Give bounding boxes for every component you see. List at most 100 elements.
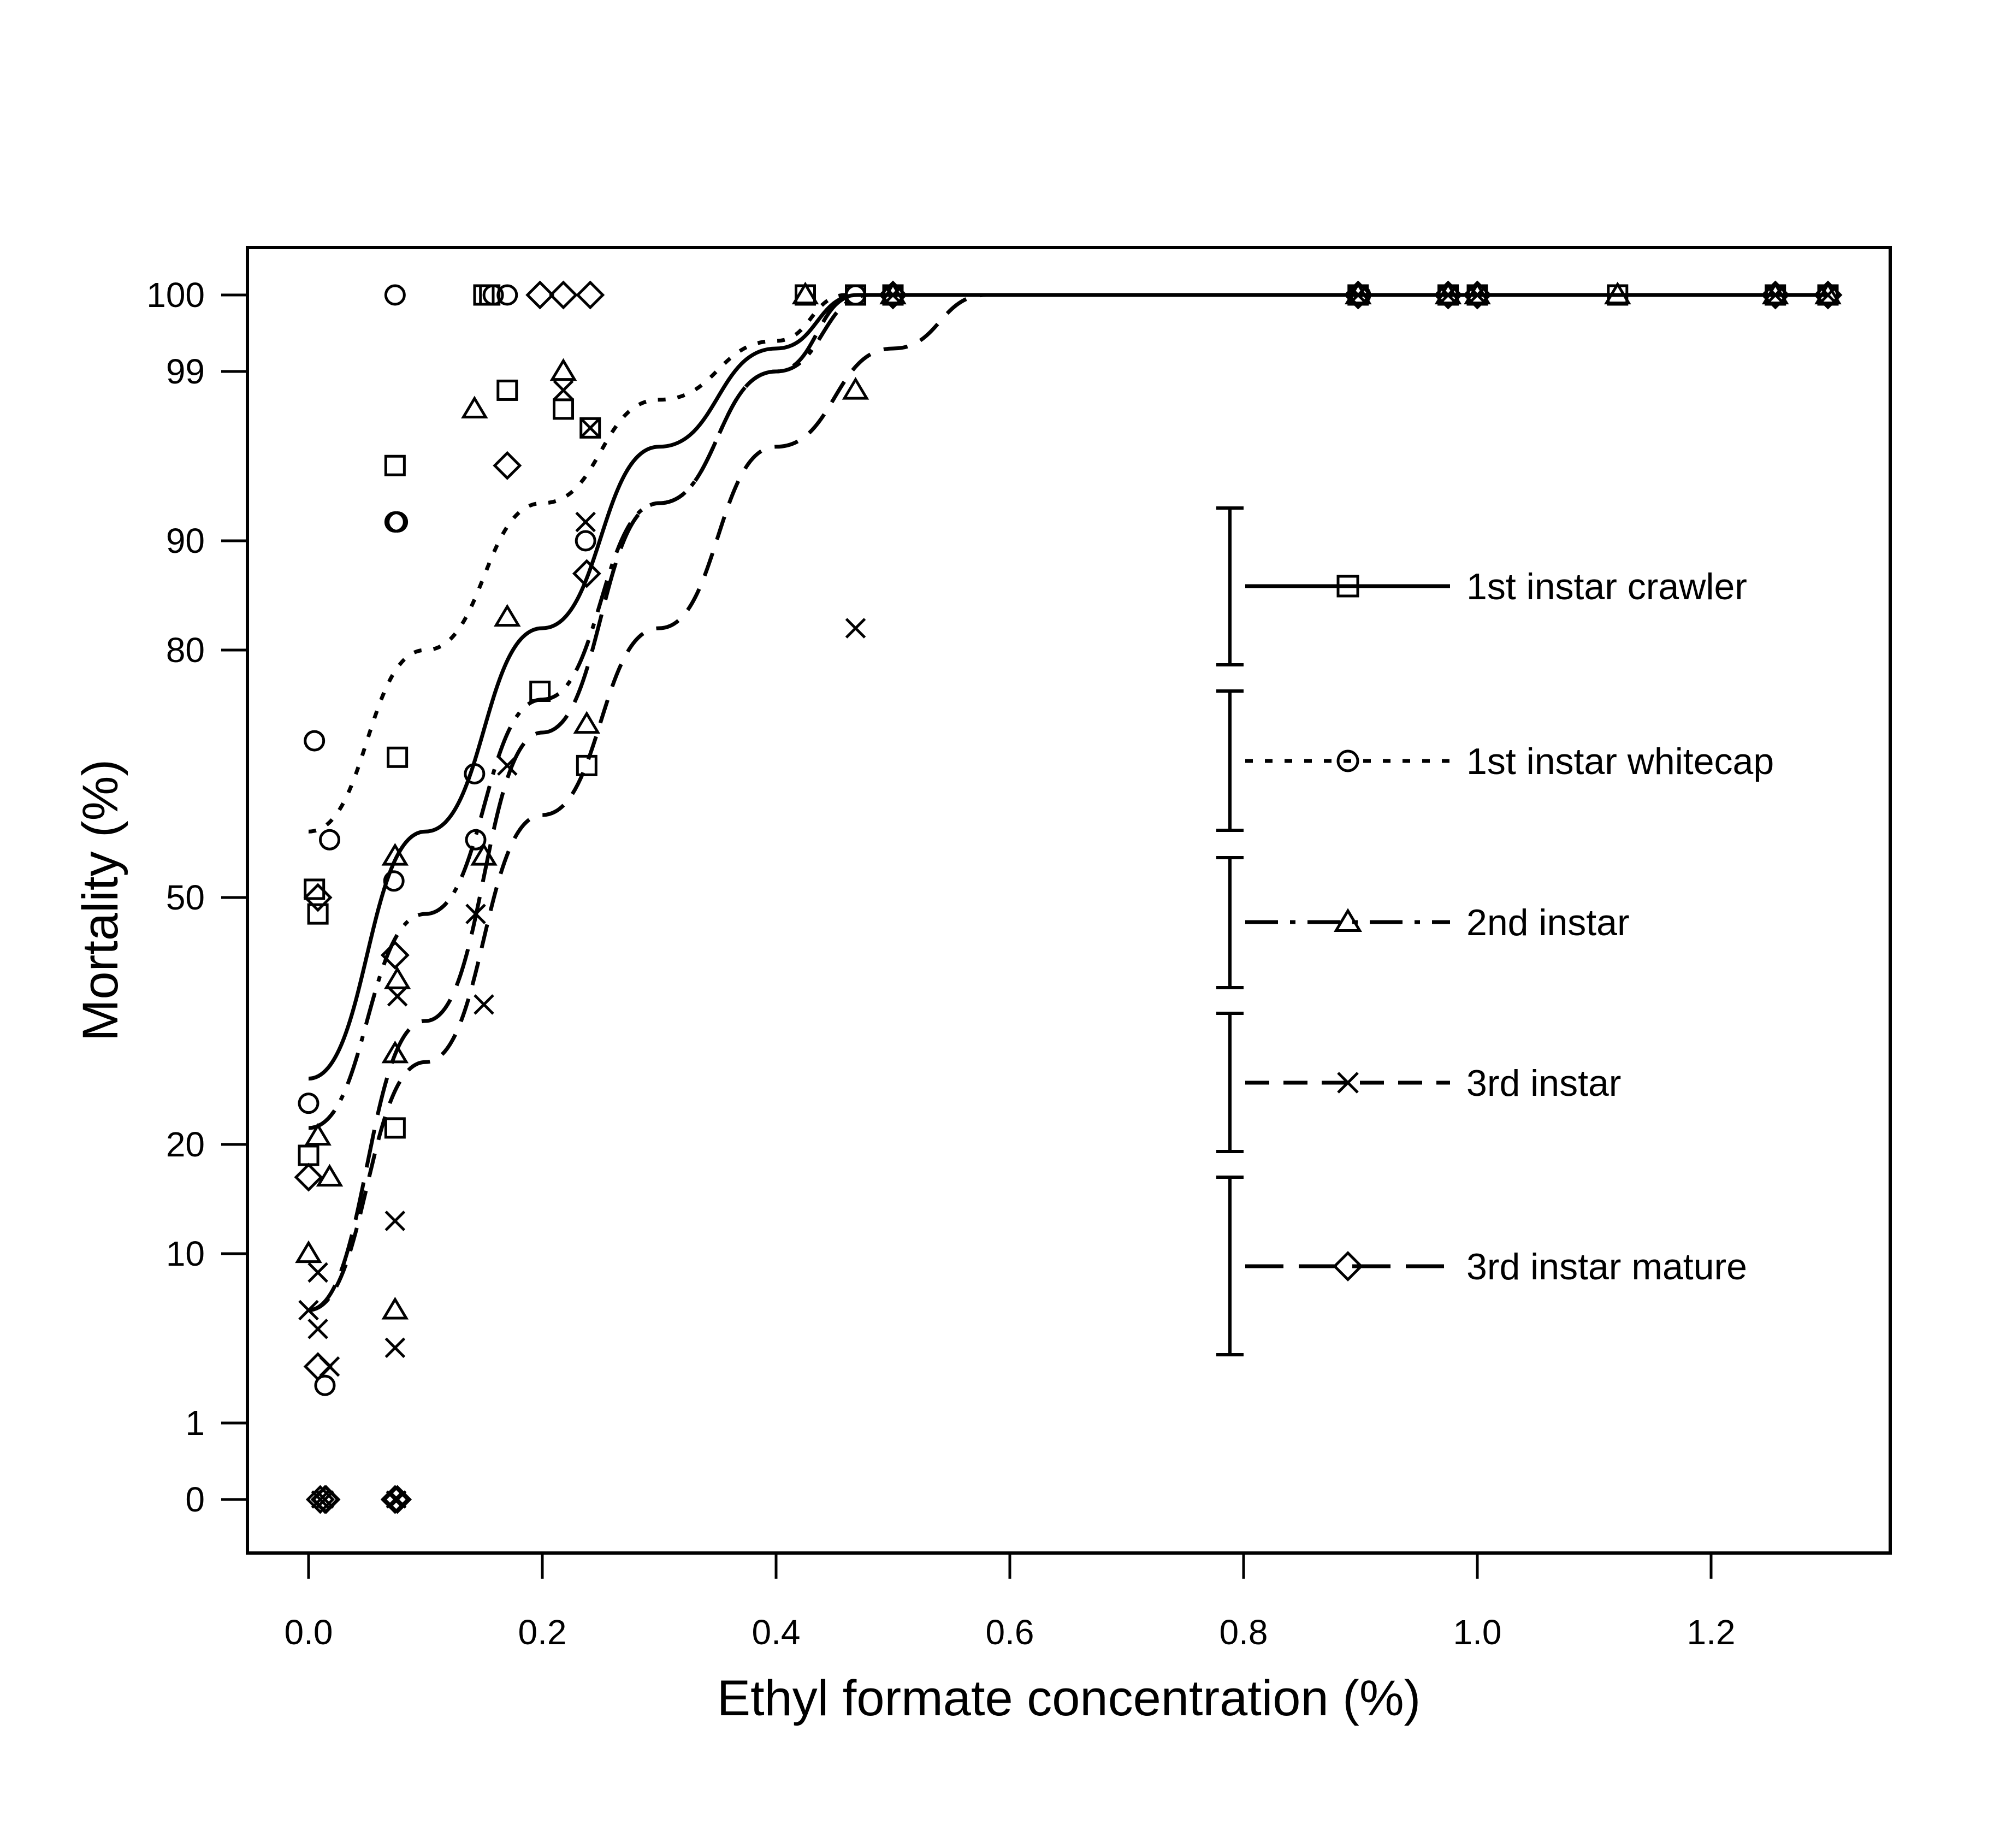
legend-marker-square bbox=[1336, 575, 1359, 598]
point-circle bbox=[383, 870, 405, 892]
point-triangle bbox=[791, 281, 819, 305]
point-diamond bbox=[549, 280, 578, 310]
point-triangle bbox=[879, 281, 907, 305]
point-circle bbox=[465, 829, 487, 851]
x-tick-label: 0.2 bbox=[518, 1613, 567, 1652]
point-diamond bbox=[303, 1352, 333, 1381]
point-x bbox=[465, 904, 486, 924]
point-triangle bbox=[316, 1164, 344, 1187]
point-square bbox=[384, 454, 406, 476]
point-triangle bbox=[295, 1240, 322, 1264]
point-triangle bbox=[470, 843, 498, 866]
y-axis: 0 1 10 20 50 80 90 99 100 bbox=[146, 275, 249, 1519]
point-triangle bbox=[1344, 281, 1372, 305]
y-tick-label: 10 bbox=[166, 1234, 205, 1273]
point-triangle bbox=[304, 1123, 332, 1146]
point-circle bbox=[384, 284, 406, 306]
point-circle bbox=[314, 1374, 336, 1396]
point-diamond bbox=[1434, 280, 1463, 310]
point-x bbox=[384, 1337, 406, 1358]
point-zero-x bbox=[316, 1490, 334, 1509]
point-diamond bbox=[878, 280, 908, 310]
point-square bbox=[576, 754, 597, 776]
point-circle bbox=[387, 511, 409, 533]
fit-line-diamond bbox=[308, 293, 1828, 1312]
fit-line-x bbox=[308, 293, 1828, 1312]
y-tick-label: 100 bbox=[146, 275, 205, 315]
point-triangle bbox=[1761, 281, 1789, 305]
legend-label: 1st instar crawler bbox=[1466, 566, 1747, 607]
y-tick-label: 20 bbox=[166, 1125, 205, 1164]
point-square bbox=[387, 746, 409, 768]
point-x bbox=[307, 1262, 328, 1283]
point-diamond bbox=[572, 559, 601, 588]
point-triangle bbox=[381, 1296, 409, 1320]
point-triangle bbox=[381, 843, 409, 866]
point-triangle bbox=[1434, 281, 1462, 305]
point-x bbox=[298, 1300, 319, 1321]
point-diamond bbox=[1344, 280, 1373, 310]
x-tick-label: 0.0 bbox=[285, 1613, 333, 1652]
point-x bbox=[307, 1319, 328, 1339]
y-tick-label: 0 bbox=[185, 1480, 205, 1519]
point-triangle bbox=[1814, 281, 1842, 305]
legend-label: 3rd instar mature bbox=[1466, 1246, 1747, 1288]
point-triangle bbox=[461, 395, 488, 419]
point-x bbox=[575, 511, 596, 533]
x-tick-label: 1.2 bbox=[1687, 1613, 1736, 1652]
point-square bbox=[496, 379, 518, 401]
point-square bbox=[307, 903, 329, 925]
point-triangle bbox=[549, 358, 577, 381]
point-square bbox=[384, 1117, 406, 1139]
point-circle bbox=[575, 530, 596, 552]
y-axis-title: Mortality (%) bbox=[73, 759, 128, 1041]
point-circle bbox=[304, 730, 326, 752]
legend-label: 3rd instar bbox=[1466, 1062, 1621, 1104]
point-x bbox=[474, 994, 494, 1015]
x-tick-label: 1.0 bbox=[1453, 1613, 1502, 1652]
point-circle bbox=[482, 284, 504, 306]
point-zero-diamond bbox=[310, 1485, 340, 1514]
point-square bbox=[553, 398, 575, 420]
point-square bbox=[529, 681, 551, 702]
y-tick-label: 50 bbox=[166, 878, 205, 917]
point-triangle bbox=[493, 604, 521, 627]
point-square bbox=[298, 1144, 319, 1166]
x-axis: 0.0 0.2 0.4 0.6 0.8 1.0 1.2 bbox=[285, 1551, 1736, 1652]
y-tick-label: 99 bbox=[166, 352, 205, 391]
fit-line-square bbox=[308, 293, 1828, 1081]
x-axis-title: Ethyl formate concentration (%) bbox=[717, 1670, 1421, 1726]
point-triangle bbox=[573, 711, 601, 734]
point-diamond bbox=[303, 883, 333, 912]
point-circle bbox=[496, 284, 518, 306]
legend-label: 2nd instar bbox=[1466, 902, 1630, 943]
legend-marker-diamond bbox=[1333, 1251, 1363, 1282]
legend-marker-x bbox=[1337, 1072, 1359, 1094]
fit-line-triangle bbox=[308, 293, 1828, 1130]
point-diamond bbox=[493, 451, 522, 480]
legend-label: 1st instar whitecap bbox=[1466, 741, 1774, 782]
fit-curves bbox=[308, 293, 1828, 1312]
point-square bbox=[579, 417, 601, 439]
point-x bbox=[384, 1211, 406, 1231]
point-diamond bbox=[1813, 280, 1843, 310]
y-tick-label: 90 bbox=[166, 521, 205, 560]
point-diamond bbox=[294, 1162, 323, 1192]
point-x bbox=[845, 618, 866, 639]
point-x bbox=[497, 755, 518, 776]
point-diamond bbox=[1761, 280, 1790, 310]
y-tick-label: 1 bbox=[185, 1403, 205, 1443]
point-triangle bbox=[383, 966, 411, 989]
point-x bbox=[553, 380, 574, 401]
point-circle bbox=[845, 284, 867, 306]
point-triangle bbox=[381, 1040, 409, 1064]
legend-marker-circle bbox=[1336, 749, 1359, 772]
point-circle bbox=[464, 763, 486, 784]
point-triangle bbox=[1464, 281, 1491, 305]
point-triangle bbox=[842, 377, 869, 400]
point-x bbox=[579, 417, 601, 439]
point-zero-x bbox=[388, 1490, 407, 1509]
point-zero-x bbox=[311, 1490, 330, 1509]
